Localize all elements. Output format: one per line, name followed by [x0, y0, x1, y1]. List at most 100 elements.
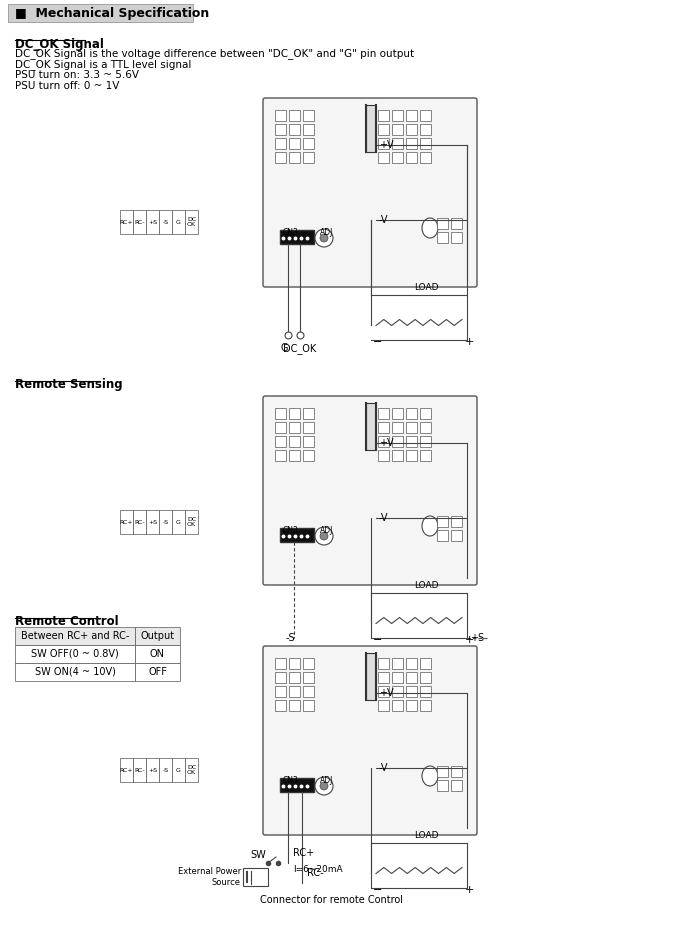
- Text: Between RC+ and RC-: Between RC+ and RC-: [21, 631, 130, 641]
- Bar: [289, 700, 300, 711]
- Bar: [135, 645, 180, 663]
- Bar: [378, 450, 389, 461]
- Bar: [378, 700, 389, 711]
- Bar: [289, 450, 300, 461]
- FancyBboxPatch shape: [263, 98, 477, 287]
- Bar: [185, 758, 198, 782]
- Bar: [378, 658, 389, 669]
- Bar: [420, 152, 431, 163]
- Text: -S: -S: [162, 220, 169, 225]
- Ellipse shape: [422, 766, 438, 786]
- Bar: [420, 436, 431, 447]
- Text: G: G: [280, 343, 288, 353]
- Bar: [303, 672, 314, 683]
- Bar: [451, 780, 462, 791]
- Bar: [120, 210, 133, 234]
- Text: OFF: OFF: [148, 667, 167, 677]
- Bar: [303, 450, 314, 461]
- Bar: [451, 232, 462, 243]
- Text: SW OFF(0 ~ 0.8V): SW OFF(0 ~ 0.8V): [31, 649, 119, 659]
- Bar: [451, 218, 462, 229]
- Bar: [392, 152, 403, 163]
- Circle shape: [320, 234, 328, 242]
- Text: +: +: [465, 885, 475, 895]
- Bar: [275, 138, 286, 149]
- Bar: [120, 758, 133, 782]
- Text: RC-: RC-: [134, 767, 145, 773]
- Bar: [378, 408, 389, 419]
- Circle shape: [315, 527, 333, 545]
- Bar: [280, 230, 314, 244]
- Text: G: G: [176, 767, 181, 773]
- Bar: [172, 510, 185, 534]
- Bar: [289, 124, 300, 135]
- Bar: [289, 436, 300, 447]
- Text: SW: SW: [250, 850, 266, 860]
- Bar: [303, 422, 314, 433]
- Text: -S: -S: [286, 633, 295, 643]
- Bar: [392, 408, 403, 419]
- Text: -S: -S: [162, 767, 169, 773]
- Bar: [437, 516, 448, 527]
- Bar: [289, 422, 300, 433]
- Bar: [303, 138, 314, 149]
- Bar: [420, 110, 431, 121]
- Text: RC+: RC+: [293, 848, 314, 858]
- Circle shape: [315, 777, 333, 795]
- Bar: [451, 766, 462, 777]
- Bar: [185, 510, 198, 534]
- Text: +V: +V: [379, 688, 393, 698]
- Bar: [135, 663, 180, 681]
- Bar: [275, 408, 286, 419]
- Text: LOAD: LOAD: [414, 581, 438, 590]
- Bar: [133, 758, 146, 782]
- Bar: [378, 152, 389, 163]
- Text: DC
OK: DC OK: [187, 216, 196, 227]
- Text: DC_OK Signal is the voltage difference between "DC_OK" and "G" pin output: DC_OK Signal is the voltage difference b…: [15, 48, 414, 59]
- Bar: [437, 766, 448, 777]
- Bar: [406, 408, 417, 419]
- Text: Connector for remote Control: Connector for remote Control: [260, 895, 403, 905]
- Bar: [420, 124, 431, 135]
- Bar: [303, 110, 314, 121]
- Circle shape: [320, 532, 328, 540]
- Bar: [378, 138, 389, 149]
- Bar: [406, 422, 417, 433]
- Text: +S: +S: [470, 633, 484, 643]
- Bar: [146, 758, 159, 782]
- Text: DC_OK Signal: DC_OK Signal: [15, 38, 104, 51]
- Bar: [392, 450, 403, 461]
- Bar: [146, 510, 159, 534]
- Bar: [172, 210, 185, 234]
- Text: RC+: RC+: [120, 220, 133, 225]
- Bar: [275, 658, 286, 669]
- Bar: [406, 700, 417, 711]
- Bar: [392, 672, 403, 683]
- Bar: [275, 450, 286, 461]
- Bar: [289, 686, 300, 697]
- Text: Remote Control: Remote Control: [15, 615, 118, 628]
- Bar: [420, 422, 431, 433]
- Text: Output: Output: [141, 631, 174, 641]
- Text: PSU turn off: 0 ~ 1V: PSU turn off: 0 ~ 1V: [15, 81, 120, 91]
- Text: ADJ: ADJ: [320, 776, 333, 785]
- Bar: [275, 700, 286, 711]
- Bar: [243, 868, 268, 886]
- Bar: [135, 627, 180, 645]
- Bar: [275, 422, 286, 433]
- Text: RC+: RC+: [120, 519, 133, 525]
- Text: +: +: [465, 337, 475, 347]
- Bar: [378, 110, 389, 121]
- Bar: [159, 210, 172, 234]
- Bar: [406, 152, 417, 163]
- Text: ON: ON: [150, 649, 165, 659]
- Bar: [420, 138, 431, 149]
- Bar: [406, 672, 417, 683]
- Bar: [392, 658, 403, 669]
- Bar: [275, 436, 286, 447]
- Text: ADJ: ADJ: [320, 526, 333, 535]
- Text: +S: +S: [148, 220, 157, 225]
- Bar: [392, 138, 403, 149]
- Bar: [289, 658, 300, 669]
- Text: +V: +V: [379, 140, 393, 150]
